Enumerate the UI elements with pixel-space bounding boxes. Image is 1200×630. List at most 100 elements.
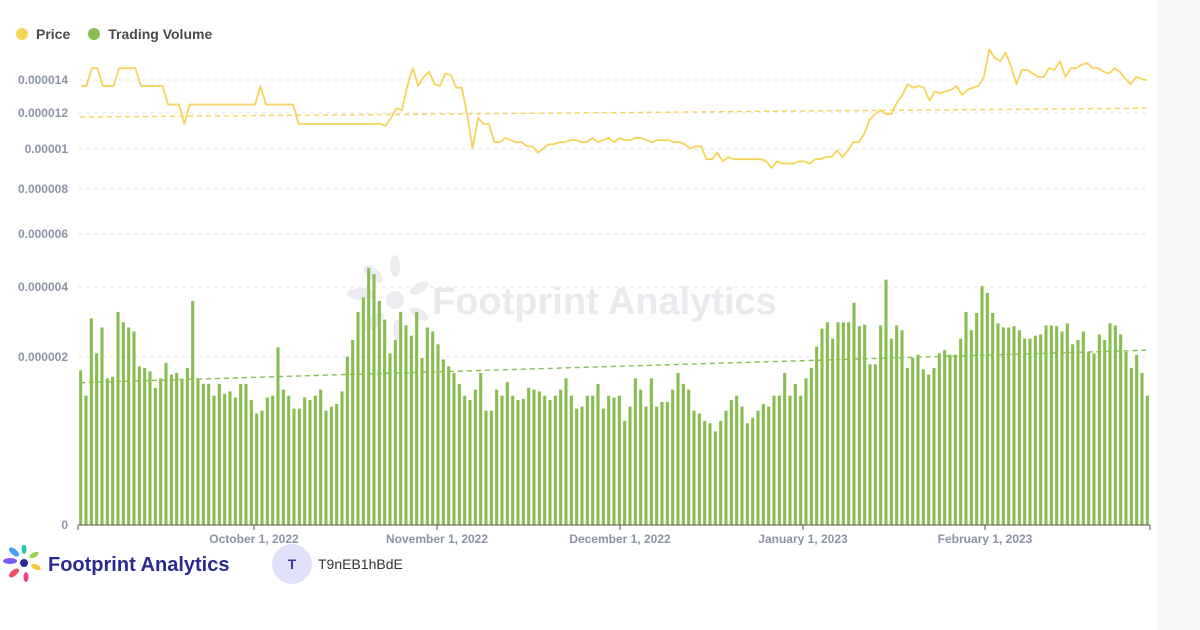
volume-bar[interactable]	[772, 395, 776, 525]
volume-bar[interactable]	[303, 397, 307, 525]
volume-bar[interactable]	[1039, 334, 1043, 525]
volume-bar[interactable]	[889, 338, 893, 525]
volume-bar[interactable]	[255, 413, 259, 525]
volume-bar[interactable]	[372, 274, 376, 525]
volume-bar[interactable]	[1135, 354, 1139, 525]
volume-bar[interactable]	[553, 395, 557, 525]
volume-bar[interactable]	[1065, 323, 1069, 525]
volume-bar[interactable]	[324, 410, 328, 525]
volume-bar[interactable]	[788, 395, 792, 525]
volume-bar[interactable]	[105, 378, 109, 525]
volume-bar[interactable]	[612, 397, 616, 525]
volume-bar[interactable]	[601, 408, 605, 525]
volume-bar[interactable]	[356, 311, 360, 525]
volume-bar[interactable]	[809, 367, 813, 525]
volume-bar[interactable]	[1033, 335, 1037, 525]
volume-bar[interactable]	[116, 311, 120, 525]
volume-bar[interactable]	[500, 395, 504, 525]
volume-bar[interactable]	[697, 413, 701, 525]
volume-bar[interactable]	[799, 395, 803, 525]
volume-bar[interactable]	[841, 322, 845, 525]
volume-bar[interactable]	[1007, 327, 1011, 525]
volume-bar[interactable]	[345, 356, 349, 525]
volume-bar[interactable]	[831, 338, 835, 525]
volume-bar[interactable]	[783, 373, 787, 525]
volume-bar[interactable]	[137, 366, 141, 525]
volume-bar[interactable]	[239, 383, 243, 525]
volume-bar[interactable]	[985, 292, 989, 525]
volume-bar[interactable]	[532, 389, 536, 525]
volume-bar[interactable]	[879, 325, 883, 525]
volume-bar[interactable]	[1001, 327, 1005, 525]
volume-bar[interactable]	[708, 423, 712, 525]
volume-bar[interactable]	[569, 395, 573, 525]
volume-bar[interactable]	[927, 374, 931, 525]
volume-bar[interactable]	[756, 410, 760, 525]
volume-bar[interactable]	[383, 319, 387, 525]
volume-bar[interactable]	[1028, 338, 1032, 525]
volume-bar[interactable]	[543, 395, 547, 525]
volume-bar[interactable]	[628, 406, 632, 525]
volume-bar[interactable]	[1049, 325, 1053, 525]
volume-bar[interactable]	[89, 318, 93, 525]
volume-bar[interactable]	[921, 369, 925, 525]
volume-bar[interactable]	[703, 420, 707, 525]
volume-bar[interactable]	[425, 327, 429, 525]
volume-bar[interactable]	[511, 395, 515, 525]
volume-bar[interactable]	[884, 279, 888, 525]
volume-bar[interactable]	[596, 383, 600, 525]
volume-bar[interactable]	[767, 406, 771, 525]
volume-bar[interactable]	[473, 389, 477, 525]
volume-bar[interactable]	[217, 383, 221, 525]
volume-bar[interactable]	[639, 389, 643, 525]
volume-bar[interactable]	[1017, 330, 1021, 525]
volume-bar[interactable]	[740, 406, 744, 525]
volume-bar[interactable]	[943, 350, 947, 525]
volume-bar[interactable]	[724, 410, 728, 525]
volume-bar[interactable]	[895, 325, 899, 525]
volume-bar[interactable]	[1076, 339, 1080, 525]
volume-bar[interactable]	[111, 376, 115, 525]
volume-bar[interactable]	[575, 408, 579, 525]
volume-bar[interactable]	[127, 327, 131, 525]
volume-bar[interactable]	[287, 395, 291, 525]
volume-bar[interactable]	[308, 400, 312, 525]
volume-bar[interactable]	[521, 398, 525, 525]
volume-bar[interactable]	[1145, 395, 1149, 525]
volume-bar[interactable]	[153, 387, 157, 525]
volume-bar[interactable]	[676, 373, 680, 525]
volume-bar[interactable]	[399, 311, 403, 525]
volume-bar[interactable]	[1097, 334, 1101, 525]
volume-bar[interactable]	[1119, 334, 1123, 525]
volume-bar[interactable]	[180, 379, 184, 525]
legend-item-price[interactable]: Price	[16, 26, 70, 42]
volume-bar[interactable]	[463, 395, 467, 525]
volume-bar[interactable]	[692, 410, 696, 525]
volume-bar[interactable]	[265, 397, 269, 525]
volume-bar[interactable]	[351, 339, 355, 525]
volume-bar[interactable]	[660, 401, 664, 525]
volume-bar[interactable]	[969, 330, 973, 525]
volume-bar[interactable]	[393, 339, 397, 525]
volume-bar[interactable]	[409, 335, 413, 525]
volume-bar[interactable]	[580, 406, 584, 525]
volume-bar[interactable]	[489, 410, 493, 525]
volume-bar[interactable]	[964, 311, 968, 525]
volume-bar[interactable]	[665, 401, 669, 525]
volume-bar[interactable]	[1012, 326, 1016, 525]
volume-bar[interactable]	[623, 420, 627, 525]
volume-bar[interactable]	[484, 410, 488, 525]
volume-bar[interactable]	[271, 395, 275, 525]
volume-bar[interactable]	[1044, 325, 1048, 525]
volume-bar[interactable]	[143, 367, 147, 525]
volume-bar[interactable]	[548, 400, 552, 525]
volume-bar[interactable]	[1055, 326, 1059, 525]
volume-bar[interactable]	[655, 406, 659, 525]
volume-bar[interactable]	[996, 323, 1000, 525]
volume-bar[interactable]	[436, 344, 440, 525]
volume-bar[interactable]	[863, 324, 867, 525]
volume-bar[interactable]	[292, 408, 296, 525]
volume-bar[interactable]	[751, 417, 755, 525]
volume-bar[interactable]	[335, 403, 339, 525]
volume-bar[interactable]	[431, 331, 435, 525]
